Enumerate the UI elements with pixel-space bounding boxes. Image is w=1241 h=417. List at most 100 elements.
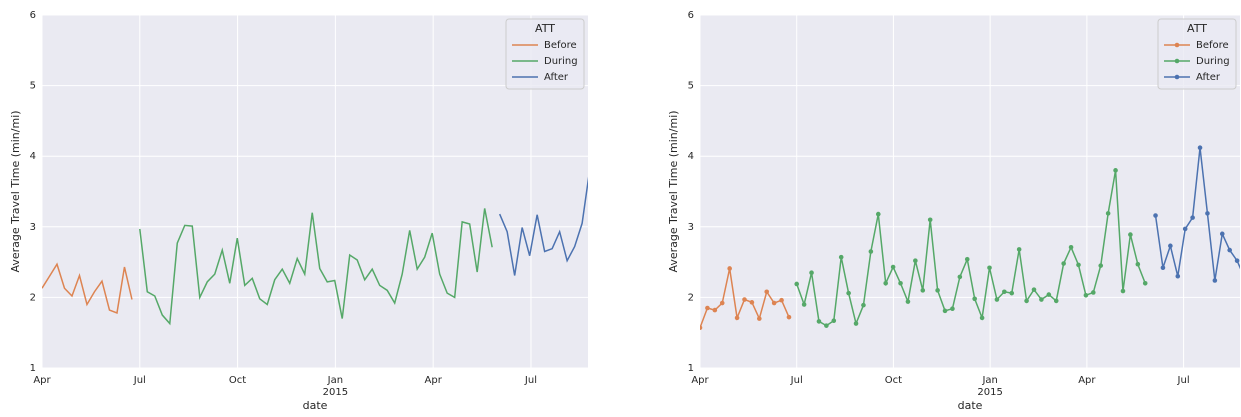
series-marker	[831, 318, 837, 323]
series-marker	[764, 289, 770, 295]
series-marker	[749, 300, 755, 305]
x-tick-sublabel: 2015	[977, 387, 1002, 398]
series-marker	[1061, 261, 1066, 266]
legend-title: ATT	[1187, 22, 1207, 35]
series-marker	[913, 258, 918, 263]
x-tick-label: Jul	[1177, 375, 1190, 386]
series-marker	[942, 308, 948, 314]
series-marker	[1098, 263, 1104, 268]
series-marker	[1190, 215, 1195, 220]
series-marker	[1168, 243, 1173, 249]
legend-title: ATT	[535, 22, 555, 35]
series-marker	[1182, 226, 1188, 232]
series-marker	[779, 297, 784, 303]
series-marker	[1105, 211, 1111, 216]
x-tick-label: Apr	[1078, 375, 1096, 386]
series-marker	[853, 321, 859, 326]
x-tick-label: Oct	[885, 375, 902, 386]
series-marker	[1120, 288, 1126, 294]
legend-label: During	[544, 56, 578, 67]
legend-box	[1157, 18, 1237, 90]
series-marker	[1205, 211, 1210, 216]
series-marker	[838, 254, 844, 260]
x-tick-label: Apr	[33, 375, 51, 386]
x-tick-label: Apr	[691, 375, 709, 386]
series-marker	[1046, 292, 1052, 297]
y-tick-label: 4	[688, 151, 694, 162]
y-tick-label: 5	[30, 81, 36, 92]
plot-area	[700, 15, 1240, 368]
series-marker	[1039, 297, 1044, 302]
x-axis-label: date	[958, 399, 983, 412]
x-tick-label: Apr	[425, 375, 443, 386]
series-marker	[1227, 247, 1232, 253]
series-marker	[920, 288, 926, 293]
series-marker	[1024, 298, 1029, 304]
x-tick-label: Jul	[790, 375, 803, 386]
x-tick-sublabel: 2015	[323, 387, 348, 398]
x-tick-label: Jul	[133, 375, 146, 386]
y-tick-label: 6	[30, 10, 36, 21]
series-marker	[1016, 247, 1022, 252]
series-marker	[1160, 265, 1166, 271]
series-marker	[1002, 289, 1007, 295]
series-marker	[786, 314, 792, 320]
y-tick-label: 1	[30, 363, 36, 374]
x-tick-label: Jan	[327, 375, 343, 386]
y-tick-label: 6	[688, 10, 694, 21]
legend-marker	[1174, 74, 1180, 80]
series-marker	[898, 280, 903, 286]
y-tick-label: 1	[688, 363, 694, 374]
series-marker	[1153, 213, 1158, 218]
series-marker	[824, 323, 829, 328]
y-tick-label: 2	[688, 292, 694, 303]
x-tick-label: Oct	[229, 375, 246, 386]
series-marker	[964, 256, 970, 262]
series-marker	[809, 270, 814, 275]
series-marker	[1142, 280, 1148, 286]
series-marker	[771, 300, 777, 306]
series-marker	[801, 302, 807, 307]
series-marker	[905, 299, 911, 304]
series-marker	[1113, 168, 1118, 173]
series-marker	[816, 319, 822, 324]
series-marker	[890, 264, 896, 270]
series-marker	[1197, 145, 1203, 151]
series-marker	[727, 266, 732, 271]
y-axis-label: Average Travel Time (min/mi)	[9, 110, 22, 272]
series-marker	[712, 307, 718, 313]
x-axis-label: date	[303, 399, 328, 412]
y-tick-label: 4	[30, 151, 36, 162]
series-marker	[1128, 232, 1133, 237]
x-tick-label: Jul	[524, 375, 537, 386]
series-marker	[1212, 278, 1218, 283]
series-marker	[1031, 287, 1037, 292]
series-marker	[927, 217, 933, 223]
series-marker	[1219, 231, 1225, 237]
y-tick-label: 5	[688, 81, 694, 92]
y-tick-label: 3	[30, 222, 36, 233]
series-marker	[846, 290, 851, 296]
series-marker	[994, 297, 1000, 302]
series-marker	[883, 280, 888, 286]
series-marker	[868, 249, 874, 254]
series-marker	[1053, 298, 1059, 304]
series-marker	[705, 305, 710, 311]
series-marker	[1234, 258, 1240, 263]
series-line	[42, 262, 133, 314]
legend-marker	[1174, 58, 1180, 64]
x-tick-label: Jan	[981, 375, 997, 386]
series-marker	[972, 296, 977, 302]
series-line	[139, 208, 493, 326]
series-line	[498, 176, 588, 276]
series-marker	[1175, 273, 1181, 279]
series-marker	[950, 306, 955, 311]
series-marker	[875, 211, 881, 217]
y-axis-label: Average Travel Time (min/mi)	[667, 110, 680, 272]
series-marker	[1135, 261, 1141, 267]
legend-label: Before	[544, 40, 577, 51]
series-marker	[861, 302, 866, 308]
